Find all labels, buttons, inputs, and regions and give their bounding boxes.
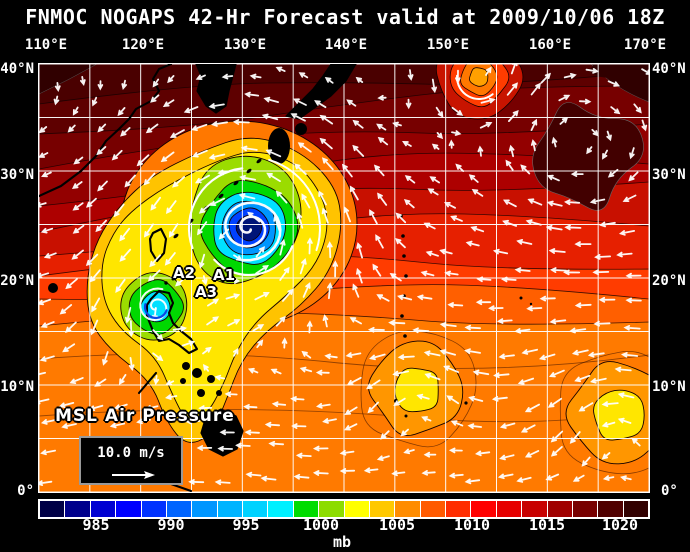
colorbar-tick-1000: 1000	[302, 516, 340, 534]
lon-label-140e: 140°E	[324, 37, 368, 53]
colorbar-cell-9	[268, 501, 293, 517]
lat-label-right-10n: 10°N	[652, 379, 686, 395]
colorbar-tick-985: 985	[82, 516, 110, 534]
colorbar-units: mb	[332, 533, 352, 551]
lat-label-right-40n: 40°N	[652, 61, 686, 77]
colorbar-cell-19	[522, 501, 547, 517]
lat-label-left-10n: 10°N	[0, 379, 34, 395]
lat-label-left-40n: 40°N	[0, 61, 34, 77]
colorbar-cell-10	[293, 501, 319, 517]
storm-label-a2: A2	[172, 264, 196, 282]
colorbar-cell-18	[496, 501, 522, 517]
colorbar-cell-16	[446, 501, 471, 517]
colorbar-tick-1015: 1015	[528, 516, 566, 534]
lon-label-170e: 170°E	[623, 37, 667, 53]
colorbar-cell-5	[166, 501, 192, 517]
figure-title: FNMOC NOGAPS 42-Hr Forecast valid at 200…	[25, 5, 665, 29]
colorbar-cell-6	[192, 501, 217, 517]
lat-label-right-30n: 30°N	[652, 167, 686, 183]
wind-arrow-icon	[112, 471, 155, 479]
lat-label-right-20n: 20°N	[652, 273, 686, 289]
colorbar-cell-13	[369, 501, 395, 517]
pressure-colorbar	[38, 499, 650, 519]
storm-label-a3: A3	[194, 283, 218, 301]
lat-label-left-30n: 30°N	[0, 167, 34, 183]
colorbar-tick-990: 990	[157, 516, 185, 534]
colorbar-cell-12	[344, 501, 369, 517]
colorbar-cell-22	[598, 501, 623, 517]
colorbar-cell-15	[420, 501, 445, 517]
lon-label-160e: 160°E	[528, 37, 572, 53]
pressure-field-svg	[39, 64, 649, 492]
colorbar-cell-17	[471, 501, 496, 517]
colorbar-tick-1010: 1010	[453, 516, 491, 534]
colorbar-cell-14	[395, 501, 420, 517]
colorbar-cell-7	[217, 501, 242, 517]
map-canvas: A1 A2 A3 MSL Air Pressure 10.0 m/s	[38, 63, 650, 493]
colorbar-cell-2	[90, 501, 116, 517]
colorbar-tick-1005: 1005	[378, 516, 416, 534]
storm-label-a1: A1	[212, 266, 236, 284]
colorbar-cell-21	[572, 501, 598, 517]
lon-label-120e: 120°E	[121, 37, 165, 53]
colorbar-cell-1	[65, 501, 90, 517]
lon-label-150e: 150°E	[426, 37, 470, 53]
lat-label-left-20n: 20°N	[0, 273, 34, 289]
colorbar-cell-23	[623, 501, 648, 517]
colorbar-tick-995: 995	[232, 516, 260, 534]
field-label: MSL Air Pressure	[55, 406, 235, 426]
lat-label-left-0: 0°	[17, 483, 34, 499]
colorbar-cell-8	[243, 501, 268, 517]
colorbar-cell-4	[141, 501, 166, 517]
colorbar-cell-0	[40, 501, 65, 517]
cyclone-swirls	[139, 74, 494, 322]
lat-label-right-0: 0°	[661, 483, 678, 499]
wind-scale-legend: 10.0 m/s	[79, 436, 183, 485]
colorbar-tick-1020: 1020	[601, 516, 639, 534]
colorbar-cell-20	[547, 501, 572, 517]
colorbar-cell-11	[319, 501, 344, 517]
lon-label-110e: 110°E	[24, 37, 68, 53]
wind-scale-value: 10.0 m/s	[97, 445, 165, 461]
lon-label-130e: 130°E	[223, 37, 267, 53]
wind-arrows	[39, 64, 649, 486]
colorbar-cell-3	[116, 501, 141, 517]
tropical-systems	[86, 120, 358, 443]
